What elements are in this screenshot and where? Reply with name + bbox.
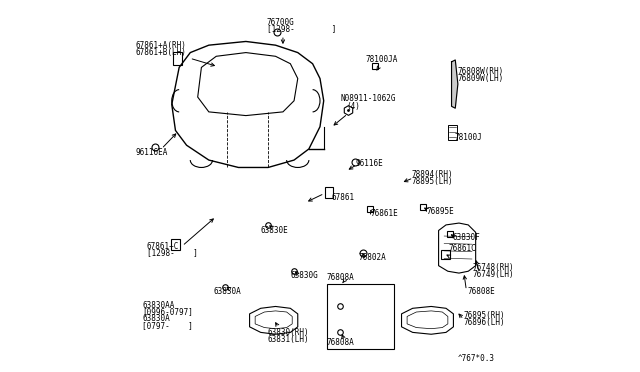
Text: 76861E: 76861E: [370, 209, 398, 218]
Text: 76861C: 76861C: [449, 244, 477, 253]
Text: 76700G: 76700G: [267, 18, 294, 27]
Text: [1298-        ]: [1298- ]: [267, 24, 336, 33]
Text: 63830(RH): 63830(RH): [268, 328, 309, 337]
Text: 63830F: 63830F: [452, 233, 481, 243]
Text: 76808W(RH): 76808W(RH): [458, 67, 504, 76]
Text: 76749(LH): 76749(LH): [473, 270, 515, 279]
Text: [0996-0797]: [0996-0797]: [142, 308, 193, 317]
Text: 76809W(LH): 76809W(LH): [458, 74, 504, 83]
Text: 67861+A(RH): 67861+A(RH): [135, 41, 186, 51]
Text: 76802A: 76802A: [358, 253, 387, 262]
Text: ^767*0.3: ^767*0.3: [458, 354, 495, 363]
Text: 78100JA: 78100JA: [365, 55, 397, 64]
Text: 76808A: 76808A: [326, 338, 355, 347]
Text: 67861: 67861: [331, 193, 355, 202]
Text: [1298-    ]: [1298- ]: [147, 248, 197, 257]
Text: 63830A: 63830A: [142, 314, 170, 323]
Text: N08911-1062G: N08911-1062G: [340, 94, 396, 103]
Text: 76748(RH): 76748(RH): [473, 263, 515, 272]
Text: 76808E: 76808E: [467, 287, 495, 296]
Text: 63830AA: 63830AA: [142, 301, 175, 310]
Text: 63831(LH): 63831(LH): [268, 334, 309, 344]
Text: 78895(LH): 78895(LH): [411, 177, 452, 186]
Text: 76808A: 76808A: [326, 273, 355, 282]
Text: [0797-    ]: [0797- ]: [142, 321, 193, 330]
Text: 76895(RH): 76895(RH): [464, 311, 506, 320]
Polygon shape: [452, 60, 458, 108]
Text: 63830G: 63830G: [291, 271, 318, 280]
Text: 78894(RH): 78894(RH): [411, 170, 452, 179]
Text: 76896(LH): 76896(LH): [464, 318, 506, 327]
Text: 76895E: 76895E: [427, 208, 454, 217]
Text: (4): (4): [346, 102, 360, 111]
Text: 96116E: 96116E: [356, 159, 383, 168]
Text: 63830A: 63830A: [214, 287, 241, 296]
Text: 63830E: 63830E: [260, 226, 289, 235]
Text: 96116EA: 96116EA: [135, 148, 168, 157]
Text: 78100J: 78100J: [454, 132, 482, 142]
Text: 67861+B(LH): 67861+B(LH): [135, 48, 186, 57]
Text: 67861+C: 67861+C: [147, 241, 179, 250]
